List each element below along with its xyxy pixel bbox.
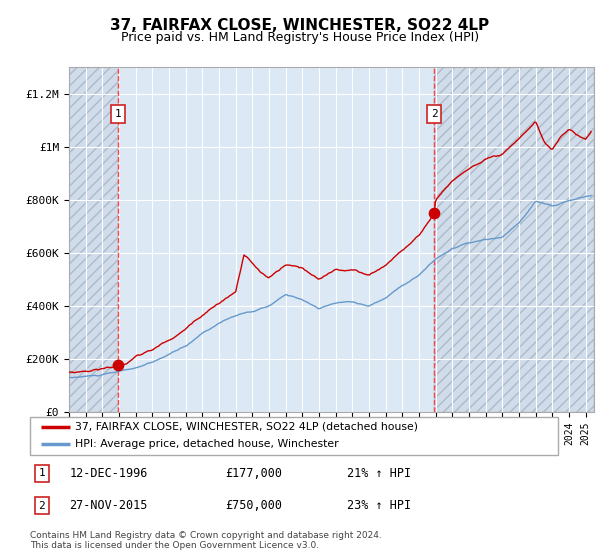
Text: Price paid vs. HM Land Registry's House Price Index (HPI): Price paid vs. HM Land Registry's House … <box>121 31 479 44</box>
Text: 37, FAIRFAX CLOSE, WINCHESTER, SO22 4LP (detached house): 37, FAIRFAX CLOSE, WINCHESTER, SO22 4LP … <box>75 422 418 432</box>
Bar <box>69 67 118 412</box>
Bar <box>434 67 594 412</box>
FancyBboxPatch shape <box>30 417 558 455</box>
Point <box>113 360 123 369</box>
Text: HPI: Average price, detached house, Winchester: HPI: Average price, detached house, Winc… <box>75 440 338 450</box>
Text: Contains HM Land Registry data © Crown copyright and database right 2024.
This d: Contains HM Land Registry data © Crown c… <box>30 531 382 550</box>
Text: 21% ↑ HPI: 21% ↑ HPI <box>347 467 411 480</box>
Text: 27-NOV-2015: 27-NOV-2015 <box>70 499 148 512</box>
Text: 12-DEC-1996: 12-DEC-1996 <box>70 467 148 480</box>
Text: £177,000: £177,000 <box>226 467 283 480</box>
Text: 1: 1 <box>38 468 45 478</box>
Bar <box>434 67 594 412</box>
Text: £750,000: £750,000 <box>226 499 283 512</box>
Text: 23% ↑ HPI: 23% ↑ HPI <box>347 499 411 512</box>
Text: 2: 2 <box>431 109 437 119</box>
Bar <box>69 67 118 412</box>
Text: 2: 2 <box>38 501 45 511</box>
Text: 1: 1 <box>115 109 122 119</box>
Point <box>430 208 439 217</box>
Text: 37, FAIRFAX CLOSE, WINCHESTER, SO22 4LP: 37, FAIRFAX CLOSE, WINCHESTER, SO22 4LP <box>110 18 490 33</box>
